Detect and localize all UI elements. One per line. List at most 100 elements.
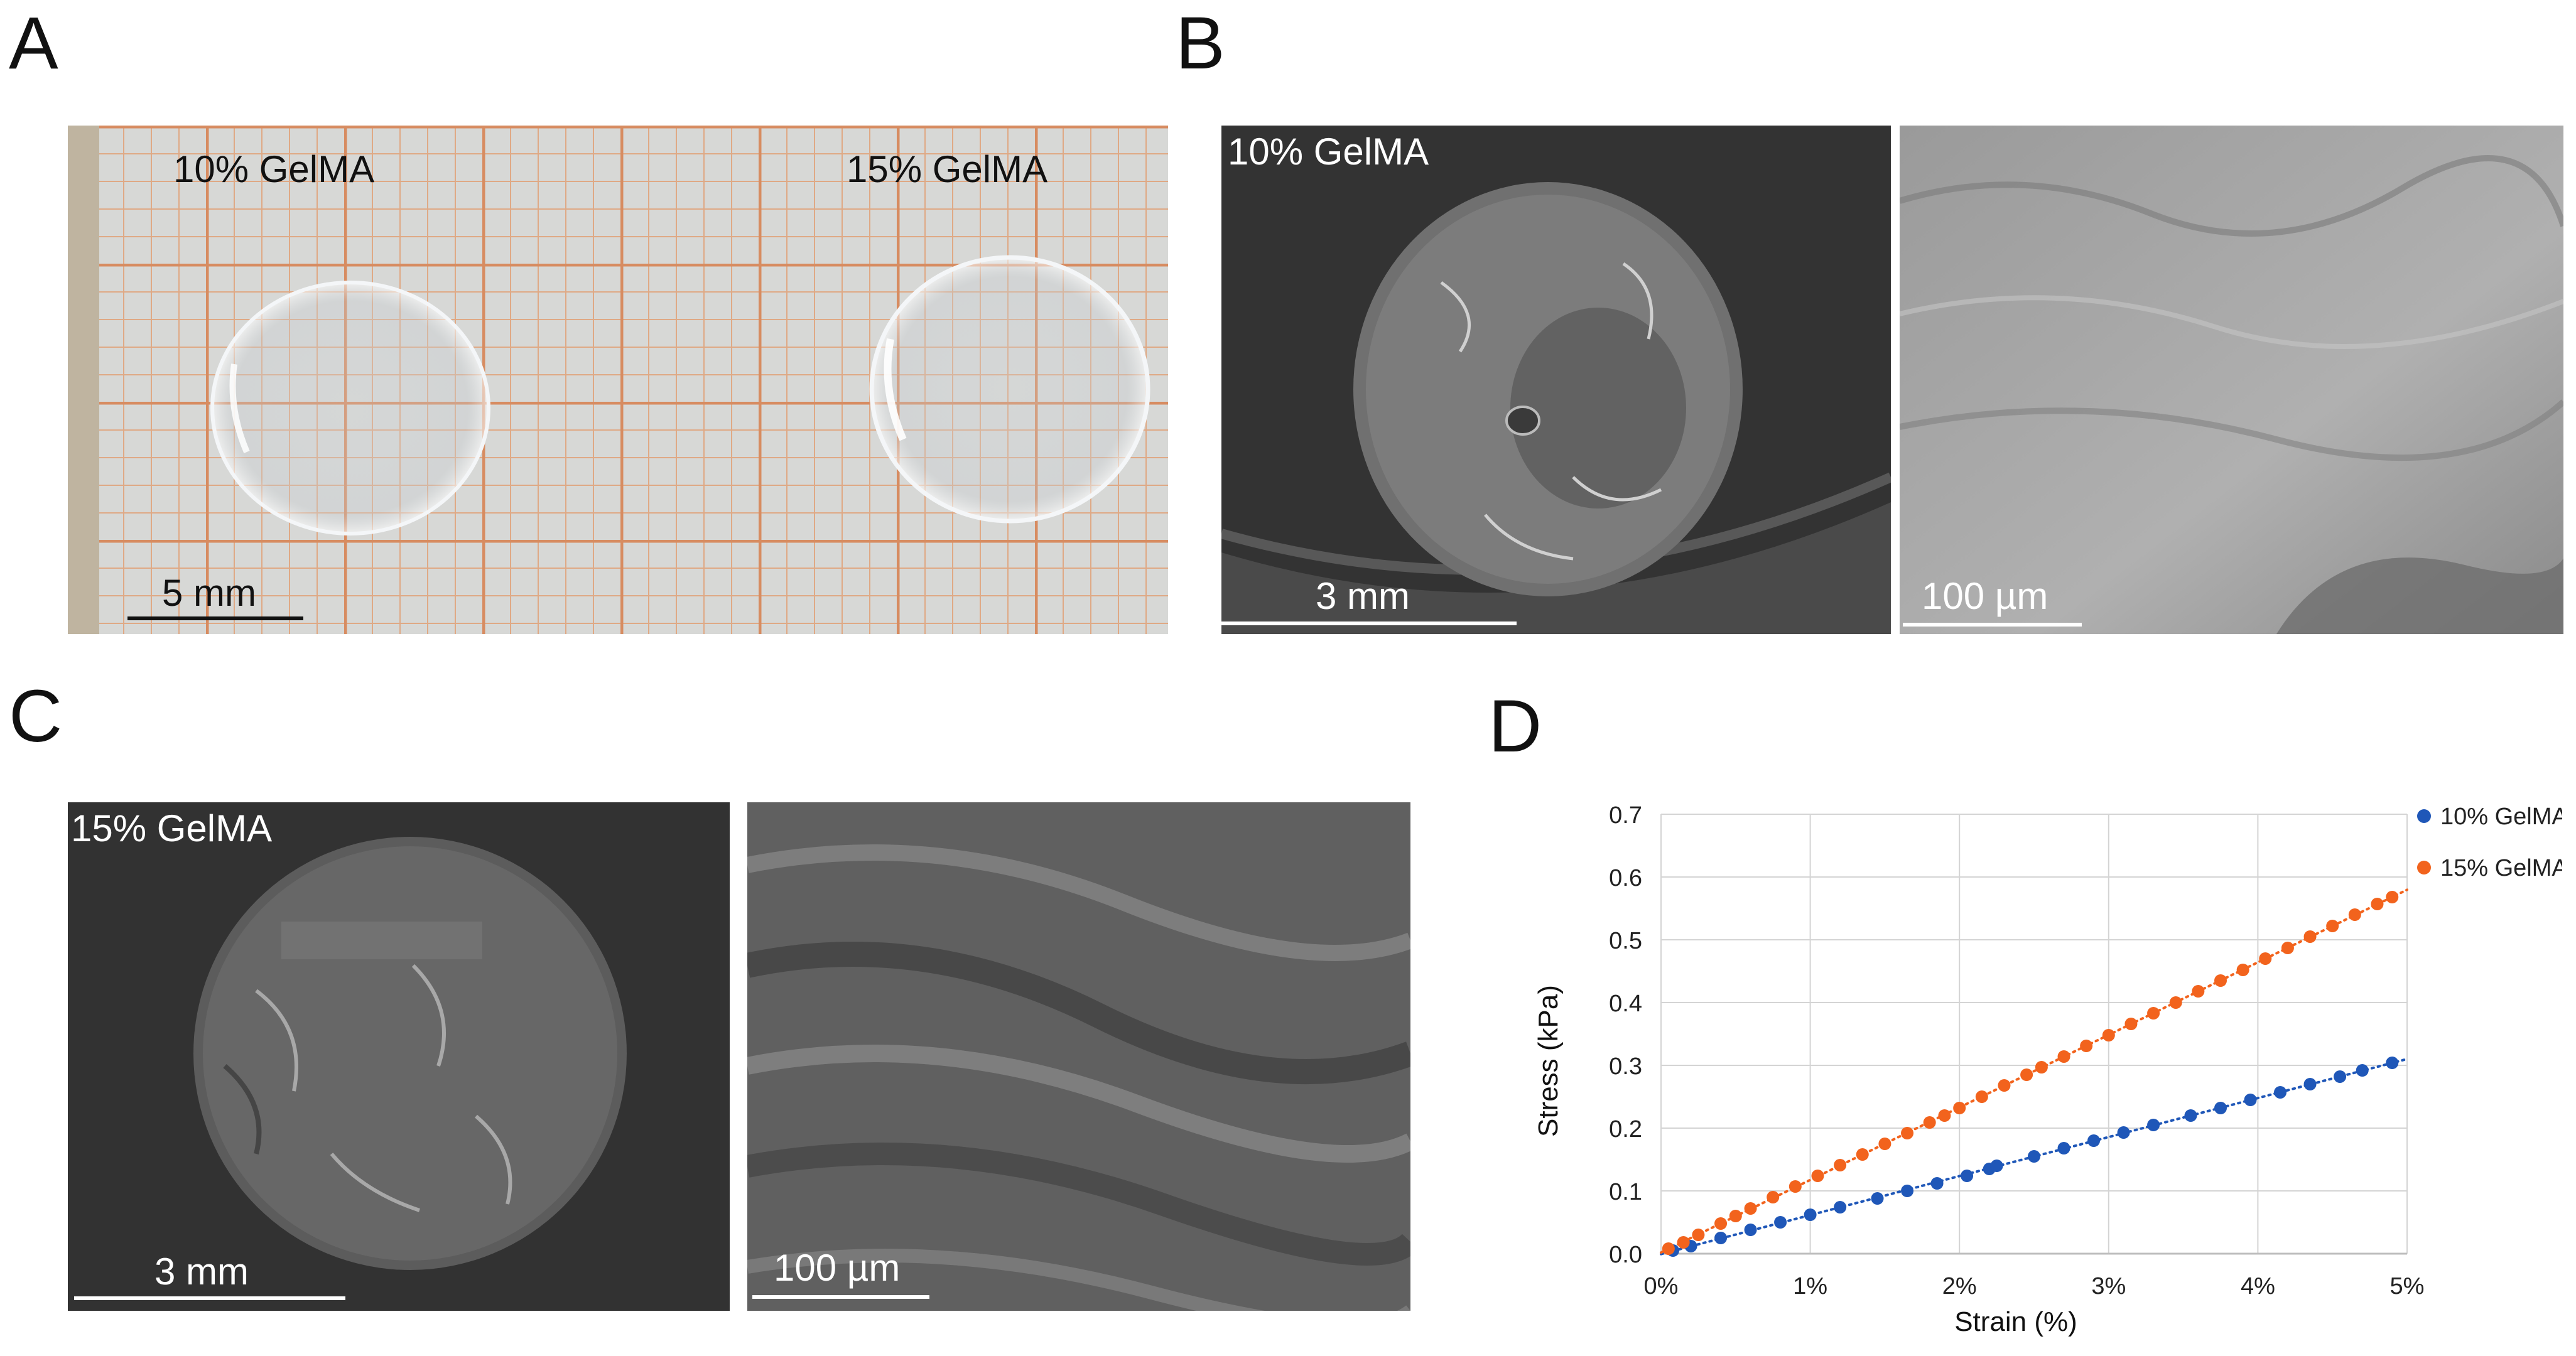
- data-point-15: [1714, 1217, 1728, 1230]
- legend-label-10: 10% GelMA: [2440, 804, 2562, 830]
- data-point-15: [2214, 974, 2227, 987]
- data-point-15: [2259, 952, 2272, 965]
- x-tick-label: 5%: [2390, 1273, 2425, 1300]
- sem-surface-15-image: [747, 802, 1410, 1311]
- data-point-10: [2117, 1126, 2130, 1139]
- y-axis-label: Stress (kPa): [1533, 985, 1564, 1137]
- y-tick-label: 0.4: [1609, 991, 1642, 1017]
- data-point-10: [1871, 1192, 1884, 1205]
- gel-disc-15: [869, 255, 1150, 524]
- y-tick-label: 0.5: [1609, 928, 1642, 954]
- data-point-15: [1856, 1148, 1869, 1161]
- stress-strain-chart: 0% 1% 2% 3% 4% 5% 0.0 0.1 0.2 0.3 0.4 0.5 0.6 0.7 10…: [1533, 802, 2562, 1337]
- data-point-10: [2244, 1094, 2257, 1106]
- data-point-10: [2057, 1142, 2070, 1154]
- sem-disc-10-image: [1221, 182, 1891, 634]
- panel-b-sem-overview: 10% GelMA 3 mm: [1221, 126, 1891, 634]
- panel-letter-b: B: [1176, 2, 1225, 85]
- data-point-10: [2087, 1134, 2101, 1147]
- data-point-15: [2281, 942, 2294, 954]
- data-point-10: [2274, 1086, 2287, 1099]
- sem-disc-15-image: [193, 837, 627, 1270]
- data-point-15: [2147, 1007, 2160, 1020]
- label-b-10-gelma: 10% GelMA: [1228, 131, 1429, 173]
- data-point-15: [1938, 1109, 1951, 1122]
- data-point-15: [2124, 1018, 2138, 1030]
- x-tick-label: 2%: [1942, 1273, 1977, 1300]
- data-point-10: [2303, 1078, 2317, 1090]
- scale-label-5mm: 5 mm: [162, 572, 256, 614]
- data-point-15: [2080, 1040, 2093, 1052]
- panel-c-sem-overview: 15% GelMA 3 mm: [68, 802, 730, 1311]
- scale-bar-5mm: [127, 616, 303, 620]
- y-tick-label: 0.0: [1609, 1242, 1642, 1268]
- data-point-10: [1714, 1232, 1728, 1244]
- scale-bar-c-3mm: [74, 1296, 345, 1300]
- data-point-15: [1744, 1202, 1757, 1215]
- legend-marker-15: [2417, 861, 2431, 874]
- data-point-15: [2020, 1068, 2033, 1081]
- label-c-15-gelma: 15% GelMA: [71, 807, 273, 849]
- y-tick-labels: 0.0 0.1 0.2 0.3 0.4 0.5 0.6 0.7: [1609, 802, 1642, 1268]
- x-axis-label: Strain (%): [1954, 1306, 2077, 1337]
- data-point-15: [1878, 1138, 1891, 1150]
- data-point-10: [1834, 1201, 1847, 1213]
- scale-label-c-100um: 100 µm: [774, 1247, 901, 1289]
- data-point-15: [2169, 996, 2182, 1009]
- x-tick-label: 3%: [2091, 1273, 2126, 1300]
- data-point-15: [2035, 1061, 2048, 1074]
- scale-label-c-3mm: 3 mm: [154, 1251, 249, 1293]
- data-point-10: [2334, 1070, 2347, 1083]
- scale-bar-c-100um: [752, 1295, 929, 1299]
- scale-label-b-3mm: 3 mm: [1316, 575, 1410, 617]
- data-point-15: [2236, 964, 2249, 976]
- panel-b-sem-zoom: 100 µm: [1900, 126, 2563, 634]
- data-point-10: [1961, 1170, 1974, 1182]
- data-point-15: [1767, 1191, 1780, 1203]
- legend-label-15: 15% GelMA: [2440, 855, 2562, 881]
- data-point-15: [1975, 1090, 1988, 1103]
- scale-bar-b-3mm: [1221, 622, 1517, 625]
- data-point-10: [2028, 1150, 2040, 1163]
- data-point-15: [1953, 1102, 1966, 1114]
- y-tick-label: 0.6: [1609, 865, 1642, 891]
- data-point-15: [2303, 930, 2317, 943]
- data-point-15: [2326, 920, 2339, 932]
- scale-bar-b-100um: [1903, 623, 2082, 627]
- data-point-10: [1804, 1208, 1817, 1221]
- x-tick-label: 1%: [1793, 1273, 1827, 1300]
- data-point-15: [1834, 1159, 1847, 1171]
- data-point-10: [1930, 1177, 1944, 1190]
- data-point-15: [1901, 1127, 1914, 1139]
- data-point-15: [1729, 1210, 1742, 1222]
- label-15-gelma: 15% GelMA: [847, 148, 1048, 190]
- data-point-10: [2356, 1064, 2369, 1077]
- data-point-15: [1998, 1079, 2011, 1092]
- data-point-10: [1990, 1160, 2003, 1172]
- data-point-10: [2386, 1057, 2399, 1069]
- panel-c-sem-zoom: 100 µm: [747, 802, 1410, 1311]
- y-tick-label: 0.3: [1609, 1053, 1642, 1080]
- data-point-15: [1662, 1242, 1675, 1255]
- data-point-15: [1811, 1170, 1824, 1182]
- panel-letter-c: C: [9, 675, 63, 758]
- data-point-10: [2184, 1109, 2197, 1122]
- data-point-15: [2102, 1029, 2115, 1041]
- y-tick-label: 0.7: [1609, 802, 1642, 829]
- data-point-15: [1923, 1116, 1936, 1129]
- x-tick-labels: 0% 1% 2% 3% 4% 5%: [1644, 1273, 2425, 1300]
- panel-letter-d: D: [1488, 685, 1542, 768]
- gel-disc-10: [210, 281, 490, 535]
- data-point-10: [2214, 1102, 2227, 1114]
- chart-grid: [1660, 814, 2408, 1254]
- scale-label-b-100um: 100 µm: [1922, 575, 2048, 617]
- panel-a-photo: 10% GelMA 15% GelMA 5 mm: [68, 126, 1168, 634]
- label-10-gelma: 10% GelMA: [173, 148, 375, 190]
- data-point-15: [2371, 898, 2384, 910]
- data-point-15: [2057, 1050, 2070, 1063]
- graph-paper-image: [68, 126, 1168, 634]
- data-point-15: [1789, 1180, 1802, 1193]
- data-point-10: [1774, 1216, 1787, 1229]
- data-point-15: [2192, 985, 2205, 998]
- data-point-10: [2147, 1119, 2160, 1131]
